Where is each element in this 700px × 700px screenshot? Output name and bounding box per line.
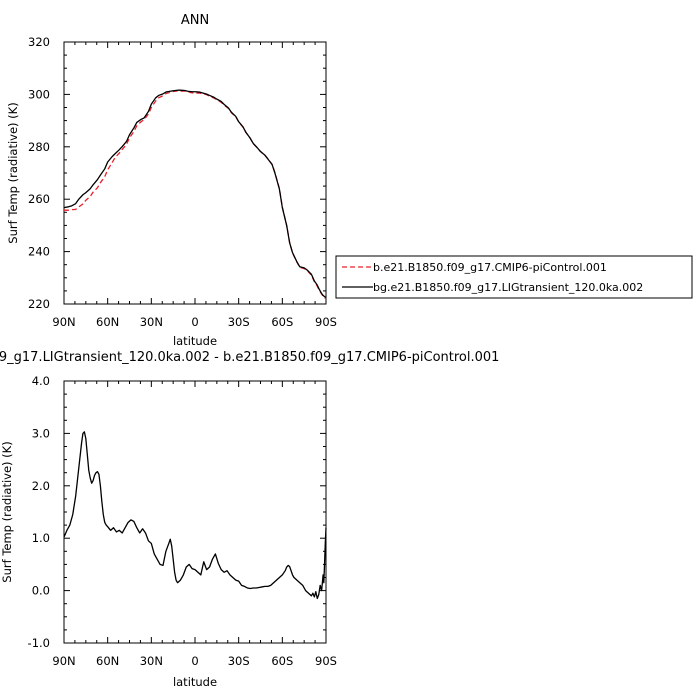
top-x-tick-label: 30S	[228, 315, 250, 329]
legend-label-ligtransient: bg.e21.B1850.f09_g17.LIGtransient_120.0k…	[373, 281, 643, 294]
bottom-y-tick-label: 3.0	[32, 426, 50, 440]
top-axes: 90N 60N 30N 0 30S 60S 90S 220 240 260 280 300 320	[28, 35, 337, 329]
bottom-y-tick-label: 2.0	[32, 479, 50, 493]
bottom-axes: 90N 60N 30N 0 30S 60S 90S -1.0 0.0 1.0 2.0 3.0 4.0	[28, 374, 337, 668]
top-x-tick-label: 60N	[96, 315, 119, 329]
legend-label-picontrol: b.e21.B1850.f09_g17.CMIP6-piControl.001	[373, 261, 607, 274]
top-series-line-0	[64, 90, 327, 300]
bottom-y-tick-label: 4.0	[32, 374, 50, 388]
bottom-x-tick-label: 90S	[315, 654, 337, 668]
top-y-tick-label: 240	[28, 245, 50, 259]
bottom-y-axis-label: Surf Temp (radiative) (K)	[0, 441, 14, 582]
top-y-tick-label: 320	[28, 35, 50, 49]
top-y-tick-label: 280	[28, 140, 50, 154]
bottom-plot: bg.e21.B1850.f09_g17.LIGtransient_120.0k…	[0, 350, 499, 689]
top-series-group	[63, 89, 327, 300]
bottom-x-tick-label: 30N	[140, 654, 163, 668]
top-plot: ANN 90N 60N 30N 0 30S 60S 90S 220 240 260 280 300 32…	[6, 13, 693, 348]
top-x-tick-label: 90N	[52, 315, 75, 329]
bottom-x-tick-label: 60S	[271, 654, 293, 668]
top-y-tick-label: 260	[28, 192, 50, 206]
bottom-x-tick-label: 90N	[52, 654, 75, 668]
legend: b.e21.B1850.f09_g17.CMIP6-piControl.001 …	[335, 255, 693, 299]
bottom-x-tick-label: 60N	[96, 654, 119, 668]
bottom-y-tick-label: 0.0	[32, 584, 50, 598]
top-x-tick-label: 30N	[140, 315, 163, 329]
bottom-x-axis-label: latitude	[173, 675, 217, 689]
bottom-x-tick-label: 0	[191, 654, 198, 668]
bottom-series-line-0	[63, 431, 327, 600]
legend-box	[335, 255, 693, 299]
top-x-axis-label: latitude	[173, 334, 217, 348]
top-y-tick-label: 300	[28, 87, 50, 101]
top-plot-title: ANN	[181, 13, 209, 28]
top-series-line-1	[63, 89, 327, 299]
bottom-plot-title: bg.e21.B1850.f09_g17.LIGtransient_120.0k…	[0, 350, 499, 365]
top-plot-frame	[63, 41, 327, 305]
bottom-x-tick-label: 30S	[228, 654, 250, 668]
top-x-tick-label: 60S	[271, 315, 293, 329]
top-x-tick-label: 0	[191, 315, 198, 329]
bottom-series-group	[63, 431, 327, 600]
top-y-tick-label: 220	[28, 297, 50, 311]
top-y-axis-label: Surf Temp (radiative) (K)	[6, 102, 20, 243]
bottom-y-tick-label: 1.0	[32, 531, 50, 545]
bottom-y-tick-label: -1.0	[28, 636, 50, 650]
top-x-tick-label: 90S	[315, 315, 337, 329]
